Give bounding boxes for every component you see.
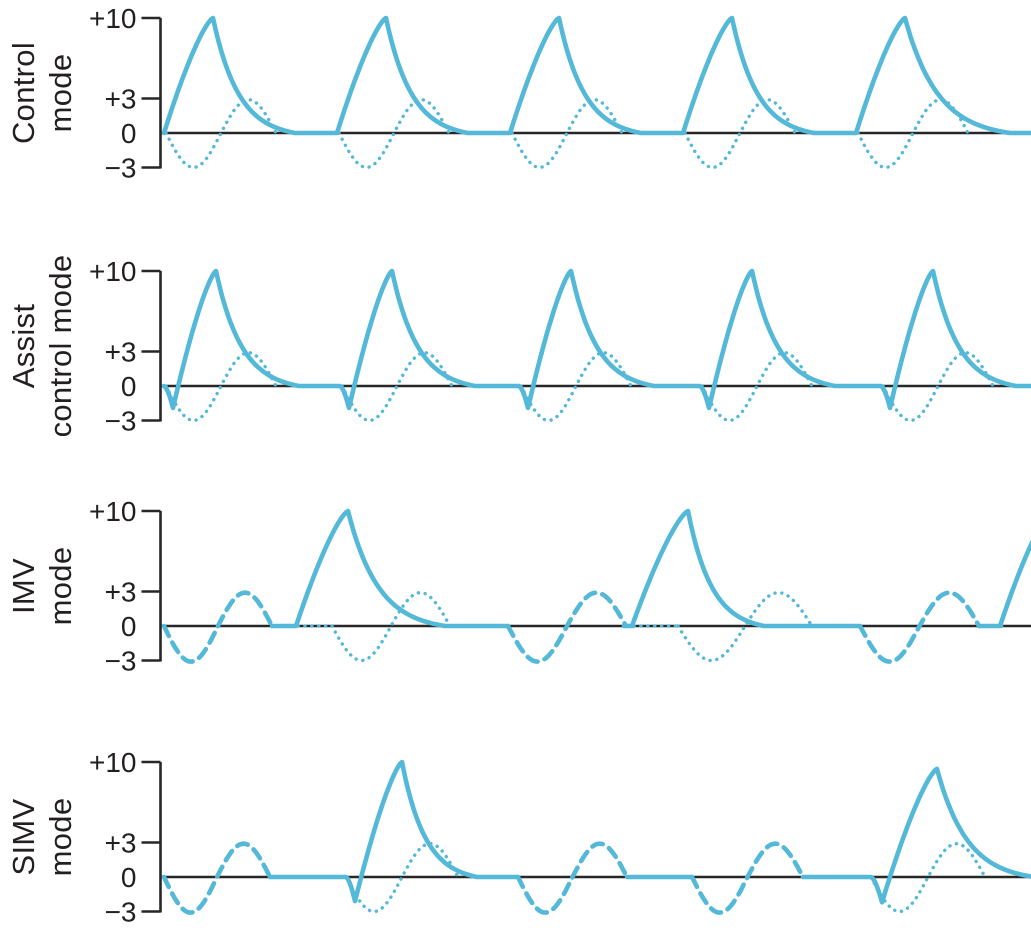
row-label-simv-mode: SIMV mode: [5, 798, 79, 877]
row-label-assist-control-mode: Assist control mode: [5, 255, 79, 438]
panel-assist-control-mode: +10 +30 −3: [89, 256, 1031, 437]
y-tick-label: +3: [105, 577, 137, 608]
row-label-line: IMV: [6, 558, 41, 615]
y-axis: [141, 16, 162, 169]
y-tick-label: 0: [121, 371, 137, 402]
y-tick-label: −3: [105, 153, 137, 184]
y-tick-label: +3: [105, 84, 137, 115]
y-tick-label: 0: [121, 611, 137, 642]
y-tick-label: 0: [121, 862, 137, 893]
patient-effort-line: [344, 841, 987, 914]
ventilator-breath-pressure-line: [267, 759, 1031, 905]
row-label-line: mode: [43, 53, 78, 133]
row-label-line: Assist: [6, 303, 41, 389]
panel-simv-mode: +10 +30 −3: [89, 747, 1031, 928]
row-label-line: mode: [43, 546, 78, 626]
y-tick-label: 0: [121, 118, 137, 149]
row-label-line: control mode: [43, 254, 78, 438]
y-axis: [141, 509, 162, 662]
ventilator-breath-pressure-line: [161, 15, 1031, 136]
spontaneous-breath-line: [161, 590, 982, 664]
patient-effort-line: [164, 98, 970, 170]
y-tick-label: +10: [89, 496, 137, 527]
row-label-control-mode: Control mode: [5, 42, 79, 144]
y-axis: [141, 269, 162, 422]
y-tick-label: −3: [105, 646, 137, 677]
row-label-imv-mode: IMV mode: [5, 547, 79, 626]
y-tick-label: +10: [89, 747, 137, 778]
patient-effort-line: [164, 351, 995, 423]
row-label-line: mode: [43, 797, 78, 877]
y-tick-label: +3: [105, 337, 137, 368]
y-tick-label: +3: [105, 828, 137, 859]
spontaneous-breath-line: [161, 841, 806, 915]
y-tick-label: −3: [105, 897, 137, 928]
panel-imv-mode: +10 +30 −3: [89, 496, 1031, 677]
ventilator-breath-pressure-line: [161, 268, 1031, 411]
y-tick-label: +10: [89, 3, 137, 34]
row-label-line: Control: [6, 41, 41, 145]
row-label-line: SIMV: [6, 798, 41, 876]
ventilator-breath-pressure-line: [269, 508, 1031, 629]
y-tick-label: −3: [105, 406, 137, 437]
panel-control-mode: +10 +30 −3: [89, 3, 1031, 184]
y-tick-label: +10: [89, 256, 137, 287]
y-axis: [141, 760, 162, 913]
